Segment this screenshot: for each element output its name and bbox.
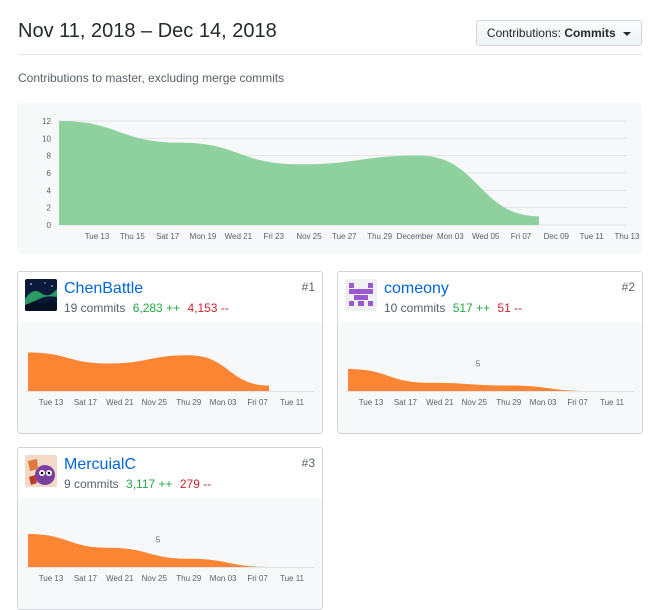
caret-down-icon xyxy=(623,31,631,36)
x-tick-label: Nov 25 xyxy=(142,398,168,407)
x-tick-label: Tue 13 xyxy=(359,398,384,407)
x-tick-label: Tue 13 xyxy=(39,574,64,583)
x-tick-label: Mon 03 xyxy=(210,574,237,583)
contributor-chart: 5 Tue 13 Sat 17 Wed 21 Nov 25 Thu 29 Mon 03 Fri… xyxy=(18,498,322,609)
select-value: Commits xyxy=(564,26,616,40)
x-tick-label: Tue 11 xyxy=(580,232,605,241)
x-tick-label: Tue 13 xyxy=(39,398,64,407)
x-tick-label: Tue 11 xyxy=(600,398,625,407)
x-tick-label: Dec 09 xyxy=(544,232,570,241)
page-title: Nov 11, 2018 – Dec 14, 2018 xyxy=(18,20,277,42)
select-prefix: Contributions: xyxy=(486,26,561,40)
x-tick-label: Thu 15 xyxy=(120,232,145,241)
contributor-rank: #2 xyxy=(621,280,635,294)
x-tick-label: Wed 21 xyxy=(106,398,134,407)
commit-count[interactable]: 9 commits xyxy=(64,477,119,491)
deletions-count: 51 -- xyxy=(497,301,523,315)
y-tick-label: 0 xyxy=(47,221,52,230)
x-tick-label: Thu 29 xyxy=(176,574,201,583)
x-tick-label: Nov 25 xyxy=(462,398,488,407)
x-tick-label: Sat 17 xyxy=(74,574,98,583)
commits-area xyxy=(28,352,269,391)
x-tick-label: Wed 21 xyxy=(426,398,454,407)
commit-count[interactable]: 19 commits xyxy=(64,301,126,315)
x-tick-label: Mon 03 xyxy=(530,398,557,407)
contributor-name-link[interactable]: ChenBattle xyxy=(64,280,144,297)
contributor-stats: 10 commits 517 ++ 51 -- xyxy=(384,301,522,315)
contributor-card: MercuialC 9 commits 3,117 ++ 279 -- #3 5… xyxy=(17,447,323,610)
x-tick-label: Mon 03 xyxy=(210,398,237,407)
x-tick-label: Tue 11 xyxy=(280,398,305,407)
main-contributions-chart: 0 2 4 6 8 10 12 Tue 13 Thu 15 Sat 17 Mon 19 Wed 21 F… xyxy=(17,103,642,254)
commits-area xyxy=(348,369,589,391)
main-chart-svg: 0 2 4 6 8 10 12 Tue 13 Thu 15 Sat 17 Mon 19 Wed 21 F… xyxy=(42,117,640,241)
deletions-count: 279 -- xyxy=(179,477,212,491)
x-tick-label: Fri 07 xyxy=(511,232,532,241)
commits-area xyxy=(59,121,539,225)
x-tick-label: Fri 23 xyxy=(263,232,284,241)
additions-count: 517 ++ xyxy=(452,301,491,315)
contributor-rank: #3 xyxy=(301,456,315,470)
y-tick-label: 8 xyxy=(47,152,52,161)
y-tick-label: 6 xyxy=(47,169,52,178)
commit-count[interactable]: 10 commits xyxy=(384,301,446,315)
x-tick-label: Mon 03 xyxy=(437,232,464,241)
contributor-stats: 9 commits 3,117 ++ 279 -- xyxy=(64,477,211,491)
additions-count: 3,117 ++ xyxy=(126,477,173,491)
contributor-card-header: MercuialC 9 commits 3,117 ++ 279 -- #3 xyxy=(18,448,322,498)
x-tick-label: Wed 05 xyxy=(472,232,500,241)
y-tick-label: 2 xyxy=(47,204,52,213)
x-tick-label: Sat 17 xyxy=(394,398,418,407)
y-tick-label: 4 xyxy=(47,186,52,195)
x-tick-label: Fri 07 xyxy=(247,574,268,583)
x-tick-label: December xyxy=(397,232,434,241)
contributor-name-link[interactable]: comeony xyxy=(384,280,449,297)
x-tick-label: Fri 07 xyxy=(567,398,588,407)
y-tick-label: 5 xyxy=(156,536,161,545)
x-tick-label: Wed 21 xyxy=(106,574,134,583)
contributor-card: ChenBattle 19 commits 6,283 ++ 4,153 -- … xyxy=(17,271,323,434)
y-tick-label: 10 xyxy=(42,134,51,143)
x-tick-label: Thu 29 xyxy=(496,398,521,407)
x-tick-label: Tue 13 xyxy=(85,232,110,241)
x-tick-label: Sat 17 xyxy=(156,232,180,241)
y-tick-label: 12 xyxy=(42,117,51,126)
contributor-chart: 5 Tue 13 Sat 17 Wed 21 Nov 25 Thu 29 Mon 03 Fri… xyxy=(338,322,642,433)
contributor-chart-svg: 5 Tue 13 Sat 17 Wed 21 Nov 25 Thu 29 Mon 03 Fri… xyxy=(346,360,634,407)
identicon-icon[interactable] xyxy=(345,279,377,311)
contributor-name-link[interactable]: MercuialC xyxy=(64,456,137,473)
chart-subtitle: Contributions to master, excluding merge… xyxy=(18,71,285,85)
cartoon-avatar-icon[interactable] xyxy=(25,455,57,487)
x-tick-label: Wed 21 xyxy=(225,232,253,241)
commits-area xyxy=(28,534,269,567)
x-tick-label: Thu 13 xyxy=(615,232,640,241)
contributor-card-header: comeony 10 commits 517 ++ 51 -- #2 xyxy=(338,272,642,322)
y-tick-label: 5 xyxy=(476,360,481,369)
aurora-photo-icon[interactable] xyxy=(25,279,57,311)
contributor-card: comeony 10 commits 517 ++ 51 -- #2 5 Tue … xyxy=(337,271,643,434)
x-tick-label: Sat 17 xyxy=(74,398,98,407)
x-tick-label: Thu 29 xyxy=(176,398,201,407)
x-tick-label: Tue 27 xyxy=(332,232,357,241)
contributor-rank: #1 xyxy=(301,280,315,294)
deletions-count: 4,153 -- xyxy=(187,301,229,315)
x-tick-label: Fri 07 xyxy=(247,398,268,407)
x-tick-label: Mon 19 xyxy=(190,232,217,241)
x-tick-label: Nov 25 xyxy=(296,232,322,241)
contributor-stats: 19 commits 6,283 ++ 4,153 -- xyxy=(64,301,229,315)
contributions-select-button[interactable]: Contributions: Commits xyxy=(475,20,642,46)
contributor-card-header: ChenBattle 19 commits 6,283 ++ 4,153 -- … xyxy=(18,272,322,322)
x-tick-label: Nov 25 xyxy=(142,574,168,583)
x-tick-label: Tue 11 xyxy=(280,574,305,583)
page-header: Nov 11, 2018 – Dec 14, 2018 Contribution… xyxy=(18,20,642,55)
x-tick-label: Thu 29 xyxy=(367,232,392,241)
contributor-chart-svg: 5 Tue 13 Sat 17 Wed 21 Nov 25 Thu 29 Mon 03 Fri… xyxy=(26,534,314,583)
additions-count: 6,283 ++ xyxy=(132,301,181,315)
